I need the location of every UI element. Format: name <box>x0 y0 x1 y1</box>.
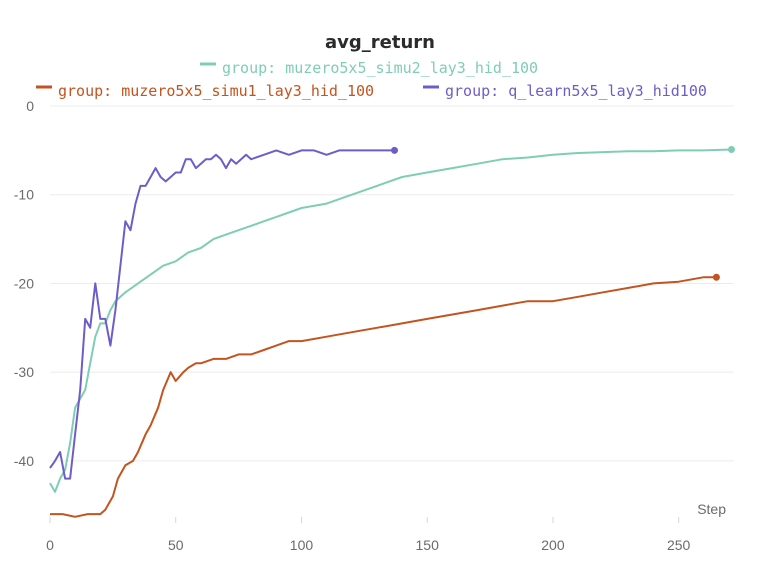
series-end-marker-0 <box>727 145 735 153</box>
y-tick-label: -10 <box>14 187 34 203</box>
x-tick-label: 0 <box>46 537 54 553</box>
legend-item-series-2[interactable]: group: q_learn5x5_lay3_hid100 <box>423 82 707 100</box>
x-tick-label: 100 <box>290 537 314 553</box>
series-end-marker-1 <box>712 273 720 281</box>
x-tick-label: 200 <box>541 537 565 553</box>
series-line-2 <box>49 149 395 480</box>
series-line-0 <box>49 148 732 493</box>
series-lines <box>49 145 735 518</box>
x-tick-label: 50 <box>168 537 184 553</box>
y-tick-label: -30 <box>14 364 34 380</box>
legend-label-series-2: group: q_learn5x5_lay3_hid100 <box>445 82 707 100</box>
series-end-marker-2 <box>391 146 399 154</box>
y-tick-label: -40 <box>14 453 34 469</box>
chart-title: avg_return <box>325 32 435 53</box>
y-axis-ticks: 0 -10 -20 -30 -40 <box>14 98 34 469</box>
legend-item-series-1[interactable]: group: muzero5x5_simu1_lay3_hid_100 <box>36 82 374 100</box>
legend[interactable]: group: muzero5x5_simu2_lay3_hid_100 grou… <box>36 59 707 100</box>
y-tick-label: 0 <box>26 98 34 114</box>
x-tick-label: 250 <box>667 537 691 553</box>
legend-item-series-0[interactable]: group: muzero5x5_simu2_lay3_hid_100 <box>200 59 538 77</box>
legend-label-series-0: group: muzero5x5_simu2_lay3_hid_100 <box>222 59 538 77</box>
x-axis-label: Step <box>697 501 726 517</box>
x-tick-label: 150 <box>416 537 440 553</box>
legend-label-series-1: group: muzero5x5_simu1_lay3_hid_100 <box>58 82 374 100</box>
y-tick-label: -20 <box>14 275 34 291</box>
series-line-1 <box>50 276 717 518</box>
x-axis-ticks: 0 50 100 150 200 250 <box>46 517 691 553</box>
grid <box>50 105 734 462</box>
